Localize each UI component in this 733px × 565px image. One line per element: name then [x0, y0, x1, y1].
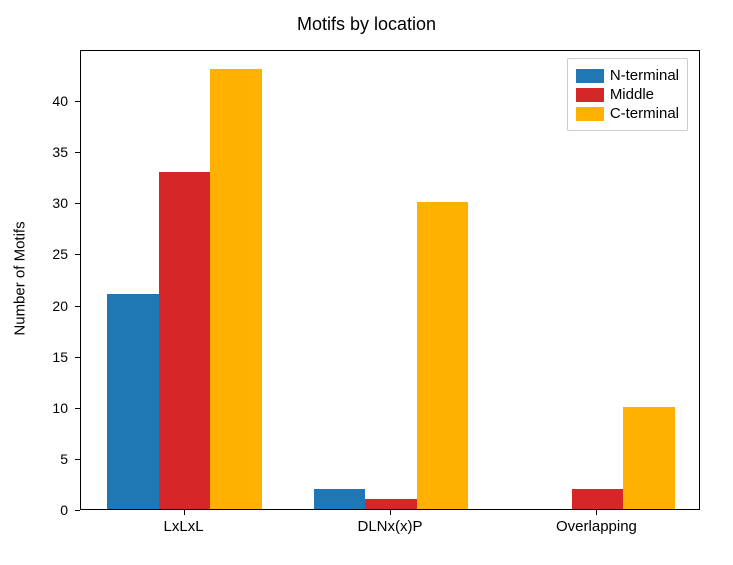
- bar: [623, 407, 675, 509]
- ytick-label: 40: [38, 93, 68, 109]
- xtick-label: LxLxL: [164, 518, 204, 535]
- ytick-label: 15: [38, 349, 68, 365]
- bar: [314, 489, 366, 509]
- legend-item: C-terminal: [576, 105, 679, 122]
- bar: [365, 499, 417, 509]
- ytick-mark: [75, 510, 80, 511]
- legend-swatch: [576, 69, 604, 83]
- bar: [107, 294, 159, 509]
- ytick-mark: [75, 254, 80, 255]
- ytick-label: 25: [38, 246, 68, 262]
- legend-item: Middle: [576, 86, 679, 103]
- ytick-mark: [75, 408, 80, 409]
- legend-label: Middle: [610, 86, 654, 103]
- ytick-mark: [75, 357, 80, 358]
- legend-label: N-terminal: [610, 67, 679, 84]
- bar: [210, 69, 262, 509]
- ytick-label: 10: [38, 400, 68, 416]
- ytick-mark: [75, 459, 80, 460]
- bar: [417, 202, 469, 509]
- y-axis-label: Number of Motifs: [12, 179, 29, 379]
- xtick-label: Overlapping: [556, 518, 637, 535]
- ytick-label: 5: [38, 451, 68, 467]
- bar: [159, 172, 211, 509]
- ytick-mark: [75, 203, 80, 204]
- ytick-label: 30: [38, 195, 68, 211]
- xtick-mark: [390, 510, 391, 515]
- chart-title: Motifs by location: [0, 14, 733, 35]
- ytick-label: 20: [38, 298, 68, 314]
- legend: N-terminal Middle C-terminal: [567, 58, 688, 131]
- ytick-label: 35: [38, 144, 68, 160]
- legend-label: C-terminal: [610, 105, 679, 122]
- xtick-mark: [184, 510, 185, 515]
- ytick-mark: [75, 306, 80, 307]
- xtick-label: DLNx(x)P: [357, 518, 422, 535]
- ytick-label: 0: [38, 502, 68, 518]
- legend-item: N-terminal: [576, 67, 679, 84]
- xtick-mark: [596, 510, 597, 515]
- ytick-mark: [75, 152, 80, 153]
- legend-swatch: [576, 107, 604, 121]
- bar: [572, 489, 624, 509]
- legend-swatch: [576, 88, 604, 102]
- ytick-mark: [75, 101, 80, 102]
- chart-figure: Motifs by location Number of Motifs N-te…: [0, 0, 733, 565]
